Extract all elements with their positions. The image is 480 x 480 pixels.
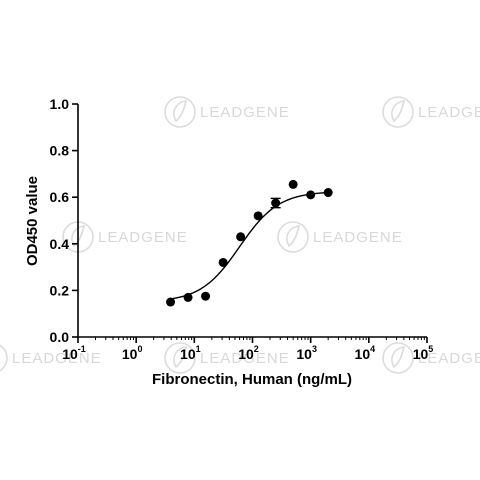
data-point [236, 232, 246, 242]
data-point [218, 257, 228, 267]
leaf-shape [173, 100, 188, 123]
leaf-shape [173, 346, 188, 369]
x-tick-label: 103 [296, 344, 317, 362]
data-point [201, 291, 211, 301]
watermark-layer: LEADGENE LEADGENE LEADGENE LEADGENE LEADGENE… [0, 96, 480, 374]
watermark: LEADGENE [277, 221, 403, 253]
x-ticks: 10-1 100 101 102 103 104 105 [62, 337, 433, 362]
watermark: LEADGENE [62, 221, 188, 253]
data-point [288, 179, 298, 189]
data-point [323, 188, 333, 198]
leaf-logo-icon [0, 344, 8, 372]
watermark-text: LEADGENE [12, 350, 102, 367]
y-axis-title: OD450 value [24, 176, 41, 266]
leaf-shape [286, 225, 301, 248]
watermark: LEADGENE [382, 342, 480, 374]
data-point [183, 292, 193, 302]
watermark-text: LEADGENE [418, 350, 480, 367]
y-tick-label: 1.0 [50, 96, 70, 112]
data-point [253, 211, 263, 221]
leaf-logo-icon [382, 342, 414, 374]
fit-curve [170, 191, 329, 300]
watermark: LEADGENE [382, 96, 480, 128]
data-point [306, 190, 316, 200]
watermark-text: LEADGENE [418, 104, 480, 121]
watermark: LEADGENE [0, 344, 102, 372]
watermark-text: LEADGENE [200, 350, 290, 367]
watermark-text: LEADGENE [98, 229, 188, 246]
leaf-logo-icon [164, 342, 196, 374]
y-ticks: 0.0 0.2 0.4 0.6 0.8 1.0 [50, 96, 78, 345]
watermark-text: LEADGENE [313, 229, 403, 246]
leaf-logo-icon [277, 221, 309, 253]
leaf-logo-icon [164, 96, 196, 128]
y-tick-label: 0.6 [50, 189, 70, 205]
x-tick-label: 10-1 [62, 344, 86, 362]
y-tick-label: 0.2 [50, 282, 70, 298]
x-tick-label: 104 [355, 344, 376, 362]
leaf-shape [391, 100, 406, 123]
watermark-text: LEADGENE [200, 104, 290, 121]
data-points [166, 179, 333, 307]
y-tick-label: 0.4 [50, 236, 70, 252]
data-point [166, 297, 176, 307]
x-tick-label: 105 [413, 344, 434, 362]
leaf-logo-icon [382, 96, 414, 128]
leaf-shape [391, 346, 406, 369]
watermark: LEADGENE [164, 96, 290, 128]
x-axis-title: Fibronectin, Human (ng/mL) [152, 371, 352, 388]
data-point [271, 198, 281, 208]
axes [77, 104, 427, 338]
x-tick-label: 102 [238, 344, 259, 362]
y-tick-label: 0.8 [50, 143, 70, 159]
x-tick-label: 101 [180, 344, 201, 362]
y-tick-label: 0.0 [50, 329, 70, 345]
watermark: LEADGENE [164, 342, 290, 374]
x-tick-label: 100 [122, 344, 143, 362]
